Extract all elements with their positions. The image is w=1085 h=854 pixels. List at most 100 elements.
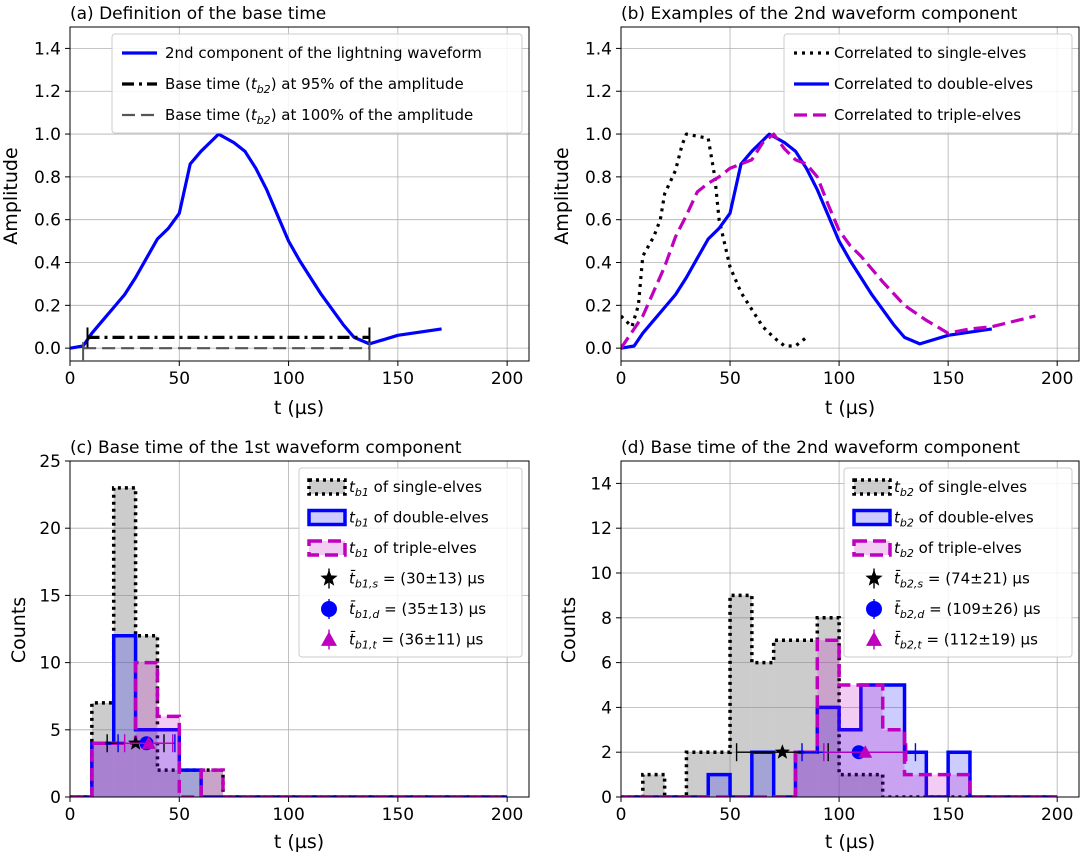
panel-b-ytick-label: 1.2 bbox=[585, 82, 612, 102]
panel-b-ytick-label: 0.6 bbox=[585, 211, 612, 231]
panel-b-plot: 0 50 100 150 200 0.0 0.2 0.4 0.6 0.8 1.0 1.2 1.4 Corr… bbox=[585, 26, 1080, 389]
panel-a-plot: 0 50 100 150 200 0.0 0.2 0.4 0.6 0.8 1.0 1.2 1.4 2nd … bbox=[34, 26, 530, 389]
panel-b-xtick-label: 50 bbox=[719, 369, 741, 389]
panel-d-legend-handle-2 bbox=[852, 539, 892, 557]
panel-d-series-1-bar bbox=[860, 685, 883, 797]
panel-c-series-0-bar bbox=[91, 702, 114, 797]
panel-a-ytick-label: 1.4 bbox=[34, 39, 61, 59]
panel-d-series-2-bar bbox=[948, 774, 970, 797]
panel-a-ytick-label: 0.4 bbox=[34, 254, 61, 274]
panel-d-xtick-label: 150 bbox=[932, 805, 964, 825]
panel-d-ylabel: Counts bbox=[558, 597, 580, 663]
panel-a-xtick-label: 50 bbox=[168, 369, 190, 389]
panel-c-xtick-label: 150 bbox=[382, 805, 414, 825]
panel-d-data bbox=[621, 593, 1058, 797]
panel-c-ytick-label: 5 bbox=[50, 721, 61, 741]
panel-a-legend-label-2: Base time (tb2) at 100% of the amplitude bbox=[165, 106, 473, 127]
panel-d-mean-single-marker bbox=[774, 744, 790, 759]
panel-b-xtick-label: 150 bbox=[932, 369, 964, 389]
panel-d-plot: 0 50 100 150 200 0 2 4 6 8 10 12 14 tb2 of single-elv… bbox=[590, 460, 1080, 825]
panel-a-legend: 2nd component of the lightning waveform B… bbox=[111, 33, 523, 134]
panel-c-legend-handle-2 bbox=[307, 539, 347, 557]
panel-d-legend-label-3: t̄b2,s = (74±21) µs bbox=[894, 569, 1030, 591]
panel-d-series-0-bar bbox=[730, 595, 752, 797]
panel-d-legend-box bbox=[843, 467, 1073, 658]
panel-a-frame bbox=[69, 26, 530, 362]
panel-a-ylabel: Amplitude bbox=[0, 147, 22, 244]
panel-d-legend-label-5: t̄b2,t = (112±19) µs bbox=[894, 630, 1038, 652]
panel-d-series-1-bar bbox=[904, 752, 927, 797]
panel-d-series-2-bar bbox=[860, 685, 883, 797]
panel-a-xtick-label: 200 bbox=[491, 369, 523, 389]
panel-b-legend-box bbox=[783, 33, 1073, 134]
panel-d-series-1-bar bbox=[795, 752, 818, 797]
panel-a-ytick-label: 1.0 bbox=[34, 125, 61, 145]
panel-c-series-0-bar bbox=[135, 635, 158, 797]
panel-a-legend-box bbox=[111, 33, 523, 134]
panel-a-ytick-label: 0.0 bbox=[34, 339, 61, 359]
panel-d-series-1-bar bbox=[751, 752, 774, 797]
panel-b-data bbox=[621, 132, 1036, 350]
panel-c-legend-label-0: tb1 of single-elves bbox=[349, 478, 482, 499]
panel-d-ytick-label: 8 bbox=[601, 609, 612, 629]
panel-c-legend-label-3: t̄b1,s = (30±13) µs bbox=[349, 569, 485, 591]
panel-d-series-0-bar bbox=[642, 774, 665, 797]
panel-a-series-0-line bbox=[70, 132, 442, 350]
panel-d-series-1-bar bbox=[708, 774, 731, 797]
panel-a-ytick-label: 1.2 bbox=[34, 82, 61, 102]
panel-b-ytick-label: 1.0 bbox=[585, 125, 612, 145]
panel-d-series-2-bar bbox=[904, 774, 927, 797]
panel-b-frame bbox=[620, 26, 1080, 362]
panel-d-ytick-label: 6 bbox=[601, 654, 612, 674]
panel-c-ytick-label: 10 bbox=[39, 654, 61, 674]
panel-d-xlabel: t (µs) bbox=[825, 831, 875, 853]
panel-d-series-2-bar bbox=[839, 685, 861, 797]
panel-c-series-0-bar bbox=[179, 770, 202, 797]
panel-a-ytick-label: 0.8 bbox=[34, 168, 61, 188]
panel-d-series-0-bar bbox=[860, 774, 883, 797]
panel-c-series-2-bar bbox=[91, 743, 114, 797]
panel-a-legend-label-0: 2nd component of the lightning waveform bbox=[165, 44, 482, 62]
panel-c-series-2-bar bbox=[113, 743, 136, 797]
panel-b-series-0-line bbox=[621, 132, 808, 348]
panel-b-ytick-label: 0.2 bbox=[585, 296, 612, 316]
panel-c-xlabel: t (µs) bbox=[274, 831, 324, 853]
panel-c-legend-marker-triple bbox=[321, 631, 337, 646]
panel-d-frame bbox=[620, 460, 1080, 798]
panel-b-xtick-label: 0 bbox=[616, 369, 627, 389]
panel-a-ytick-label: 0.2 bbox=[34, 296, 61, 316]
panel-d-series-0-bar bbox=[773, 640, 796, 797]
panel-d-ytick-label: 14 bbox=[590, 474, 612, 494]
panel-c-series-1-bar bbox=[113, 635, 136, 797]
panel-c-series-0-bar bbox=[201, 770, 223, 797]
panel-d-ytick-label: 4 bbox=[601, 698, 612, 718]
panel-a-xtick-label: 100 bbox=[272, 369, 304, 389]
panel-d-ytick-label: 2 bbox=[601, 743, 612, 763]
panel-c-series-1-bar bbox=[179, 770, 202, 797]
panel-c-xtick-label: 200 bbox=[491, 805, 523, 825]
panel-c-frame bbox=[69, 460, 530, 798]
panel-d-series-2-bar bbox=[882, 729, 905, 797]
panel-b-legend-label-2: Correlated to triple-elves bbox=[834, 106, 1021, 124]
panel-b-legend: Correlated to single-elves Correlated to … bbox=[783, 33, 1073, 134]
panel-c-mean-single-marker bbox=[128, 735, 144, 750]
panel-b-legend-label-0: Correlated to single-elves bbox=[834, 44, 1027, 62]
panel-d-legend-label-1: tb2 of double-elves bbox=[894, 509, 1034, 530]
panel-d-ytick-label: 10 bbox=[590, 564, 612, 584]
panel-c-xtick-label: 0 bbox=[65, 805, 76, 825]
panel-c-plot: 0 50 100 150 200 0 5 10 15 20 25 tb1 of single-elve… bbox=[39, 452, 530, 825]
panel-b-ylabel: Amplitude bbox=[551, 147, 573, 244]
panel-d-xtick-label: 50 bbox=[719, 805, 741, 825]
panel-d-legend-label-0: tb2 of single-elves bbox=[894, 478, 1027, 499]
panel-c-legend: tb1 of single-elves tb1 of double-elves tb… bbox=[298, 467, 523, 658]
panel-a-legend-label-1: Base time (tb2) at 95% of the amplitude bbox=[165, 75, 464, 96]
panel-c-ytick-label: 15 bbox=[39, 586, 61, 606]
panel-c-legend-box bbox=[298, 467, 523, 658]
panel-c-data bbox=[70, 486, 508, 797]
panel-c-series-1-bar bbox=[91, 743, 114, 797]
panel-d-legend-handle-1 bbox=[852, 508, 892, 527]
panel-c-legend-marker-double bbox=[321, 601, 337, 617]
panel-c-ytick-label: 0 bbox=[50, 788, 61, 808]
panel-d-series-0-bar bbox=[795, 640, 818, 797]
